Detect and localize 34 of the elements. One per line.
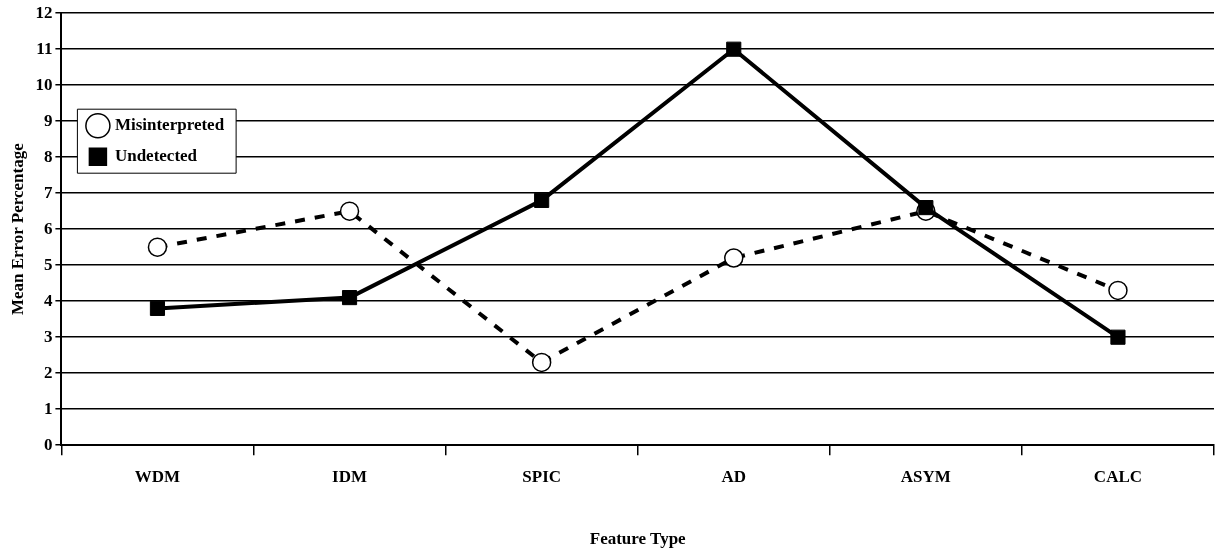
y-tick-label: 12 <box>35 2 53 22</box>
x-tick-label: SPIC <box>522 466 562 486</box>
legend-label: Misinterpreted <box>114 115 225 135</box>
y-axis-title: Mean Error Percentage <box>7 142 27 316</box>
point <box>341 290 358 306</box>
y-tick-label: 4 <box>43 290 53 310</box>
x-tick-label: ASYM <box>900 466 951 486</box>
y-tick-label: 9 <box>43 110 53 130</box>
y-tick-label: 11 <box>36 38 53 58</box>
x-axis-title: Feature Type <box>589 529 687 549</box>
y-tick-label: 6 <box>43 218 53 238</box>
point <box>534 192 550 208</box>
y-tick-label: 3 <box>43 326 53 346</box>
point <box>531 352 552 373</box>
y-tick-label: 5 <box>43 254 53 274</box>
y-tick-label: 8 <box>43 146 53 166</box>
y-tick-label: 2 <box>43 362 53 382</box>
point <box>724 248 744 268</box>
point <box>726 41 742 57</box>
y-tick-label: 10 <box>35 74 53 94</box>
point <box>1108 280 1128 301</box>
point <box>149 300 166 316</box>
y-tick-label: 1 <box>43 398 53 418</box>
legend-label: Undetected <box>114 146 198 166</box>
point <box>918 200 934 216</box>
point <box>1110 329 1126 345</box>
x-tick-label: IDM <box>332 466 368 486</box>
point <box>339 201 360 221</box>
x-tick-label: CALC <box>1093 466 1143 486</box>
y-tick-label: 7 <box>43 182 53 202</box>
x-tick-label: WDM <box>134 466 181 486</box>
y-tick-label: 0 <box>43 434 53 454</box>
x-tick-label: AD <box>721 466 747 486</box>
point <box>147 237 168 257</box>
